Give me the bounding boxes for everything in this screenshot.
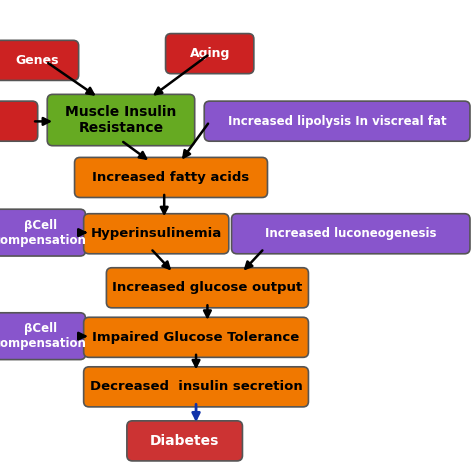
Text: Increased luconeogenesis: Increased luconeogenesis: [265, 227, 437, 240]
FancyBboxPatch shape: [83, 214, 229, 254]
FancyBboxPatch shape: [106, 268, 309, 308]
Text: Genes: Genes: [15, 54, 58, 67]
FancyBboxPatch shape: [83, 317, 309, 357]
FancyBboxPatch shape: [165, 34, 254, 73]
Text: Decreased  insulin secretion: Decreased insulin secretion: [90, 380, 302, 393]
Text: Increased fatty acids: Increased fatty acids: [92, 171, 250, 184]
Text: Increased glucose output: Increased glucose output: [112, 281, 302, 294]
Text: Diabetes: Diabetes: [150, 434, 219, 448]
FancyBboxPatch shape: [0, 313, 85, 360]
Text: Aging: Aging: [190, 47, 230, 60]
Text: Muscle Insulin
Resistance: Muscle Insulin Resistance: [65, 105, 177, 135]
Text: βCell
compensation: βCell compensation: [0, 322, 87, 350]
FancyBboxPatch shape: [127, 421, 243, 461]
FancyBboxPatch shape: [0, 209, 85, 256]
FancyBboxPatch shape: [83, 367, 309, 407]
Text: Impaired Glucose Tolerance: Impaired Glucose Tolerance: [92, 331, 300, 344]
Text: Hyperinsulinemia: Hyperinsulinemia: [91, 227, 222, 240]
Text: βCell
compensation: βCell compensation: [0, 219, 87, 246]
FancyBboxPatch shape: [74, 157, 267, 198]
FancyBboxPatch shape: [47, 94, 195, 146]
FancyBboxPatch shape: [0, 40, 79, 81]
FancyBboxPatch shape: [231, 214, 470, 254]
Text: Increased lipolysis In viscreal fat: Increased lipolysis In viscreal fat: [228, 115, 447, 128]
FancyBboxPatch shape: [204, 101, 470, 141]
FancyBboxPatch shape: [0, 101, 38, 141]
